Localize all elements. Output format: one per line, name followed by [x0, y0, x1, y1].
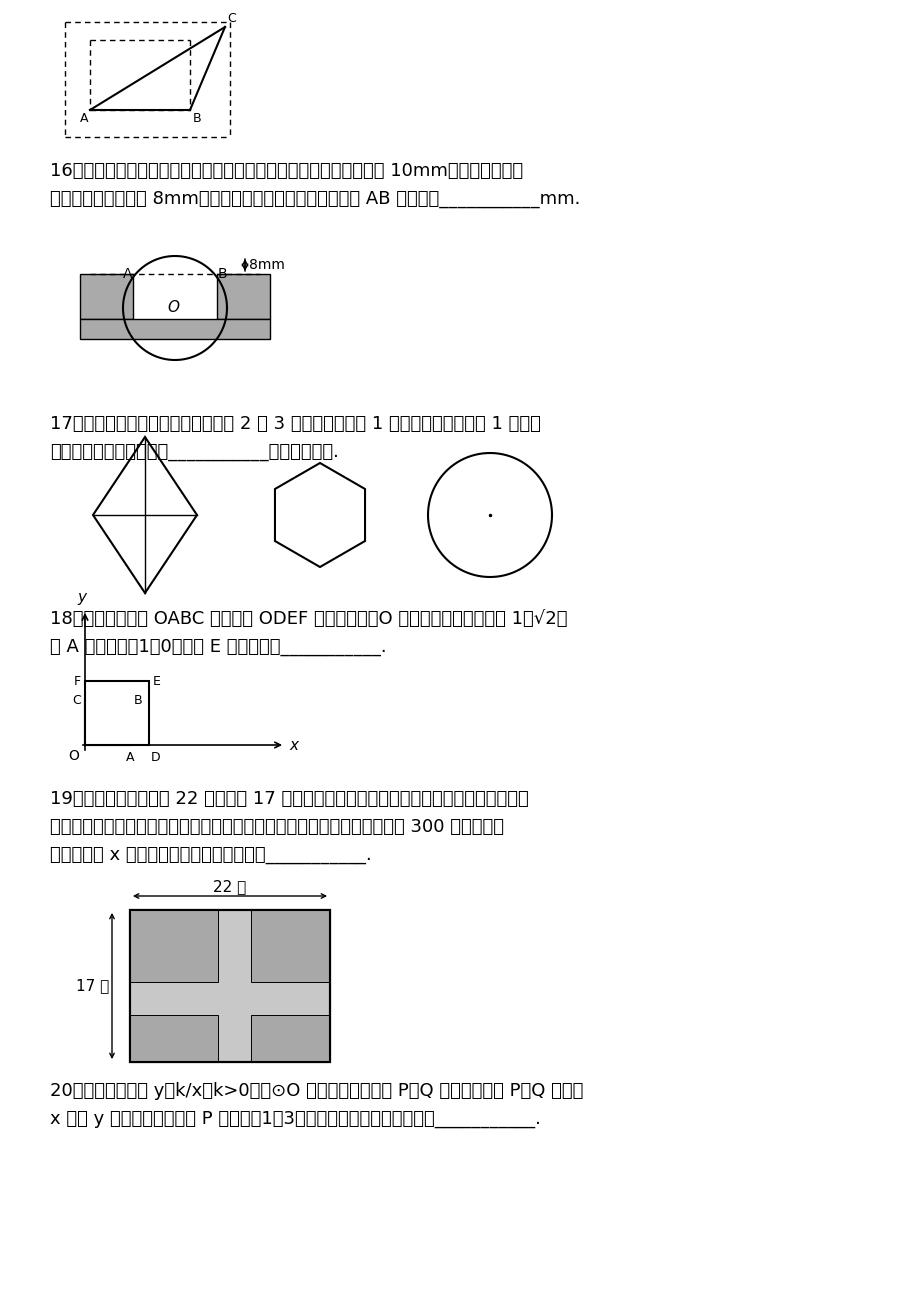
Polygon shape: [251, 1016, 330, 1062]
Text: y: y: [77, 590, 86, 605]
Text: 个图形，则一点随机落在___________内的概率较大.: 个图形，则一点随机落在___________内的概率较大.: [50, 443, 338, 461]
Polygon shape: [80, 273, 132, 319]
Polygon shape: [275, 464, 365, 566]
Polygon shape: [217, 273, 269, 319]
Text: 18．如图，正方形 OABC 与正方形 ODEF 是位似图形，O 为位似中心，相似比为 1：√2，: 18．如图，正方形 OABC 与正方形 ODEF 是位似图形，O 为位似中心，相…: [50, 611, 567, 628]
Text: x 轴和 y 轴作垂线．已知点 P 坐标为（1，3），则图中阴影部分的面积为___________.: x 轴和 y 轴作垂线．已知点 P 坐标为（1，3），则图中阴影部分的面积为__…: [50, 1111, 540, 1128]
Text: 22 米: 22 米: [213, 879, 246, 894]
Text: C: C: [73, 694, 81, 707]
Text: 16．工程上常用钢珠来测量零件上小圆孔的宽口，假设钢珠的直径是 10mm，测得钢珠顶端: 16．工程上常用钢珠来测量零件上小圆孔的宽口，假设钢珠的直径是 10mm，测得钢…: [50, 161, 523, 180]
Text: 17．如图，桌面上有对角线长分别为 2 和 3 的菱形、边长为 1 的正六边形和半径为 1 的圆三: 17．如图，桌面上有对角线长分别为 2 和 3 的菱形、边长为 1 的正六边形和…: [50, 415, 540, 434]
Text: D: D: [151, 751, 160, 764]
Text: 19．如图，在一块长为 22 米、宽为 17 米的矩形地面上，要修建同样宽的两条互相垂直的道: 19．如图，在一块长为 22 米、宽为 17 米的矩形地面上，要修建同样宽的两条…: [50, 790, 528, 809]
Text: A: A: [79, 112, 88, 125]
Text: A: A: [123, 267, 132, 281]
Text: B: B: [217, 267, 227, 281]
Text: 设道路宽为 x 米，则根据题意可列出方程为___________.: 设道路宽为 x 米，则根据题意可列出方程为___________.: [50, 846, 371, 865]
Text: 点 A 的坐标为（1，0），则 E 点的坐标为___________.: 点 A 的坐标为（1，0），则 E 点的坐标为___________.: [50, 638, 386, 656]
Polygon shape: [85, 681, 149, 745]
Polygon shape: [93, 437, 197, 592]
Text: 8mm: 8mm: [249, 258, 285, 272]
Text: B: B: [134, 694, 142, 707]
Text: C: C: [227, 12, 235, 25]
Polygon shape: [130, 910, 218, 982]
Polygon shape: [130, 910, 330, 1062]
Polygon shape: [251, 910, 330, 982]
Text: x: x: [289, 737, 298, 753]
Polygon shape: [80, 319, 269, 339]
Text: 17 米: 17 米: [75, 979, 108, 993]
Text: 路（两条道路各与矩形的一条边平行），剩余部分种上草坪，使草坪面积为 300 平方米．若: 路（两条道路各与矩形的一条边平行），剩余部分种上草坪，使草坪面积为 300 平方…: [50, 818, 504, 836]
Text: E: E: [153, 674, 160, 687]
Text: O: O: [68, 749, 79, 763]
Text: O: O: [167, 301, 179, 315]
Polygon shape: [130, 910, 330, 1062]
Text: F: F: [74, 674, 81, 687]
Polygon shape: [85, 700, 130, 745]
Text: A: A: [126, 751, 134, 764]
Text: 离零件表面的距离为 8mm，如图所示，则这个小圆孔的宽口 AB 的长度为___________mm.: 离零件表面的距离为 8mm，如图所示，则这个小圆孔的宽口 AB 的长度为____…: [50, 190, 580, 208]
Polygon shape: [130, 1016, 218, 1062]
Text: B: B: [193, 112, 201, 125]
Text: 20．如图，双曲线 y＝k/x（k>0）与⊙O 在第一象限内交于 P、Q 两点，分别过 P、Q 两点向: 20．如图，双曲线 y＝k/x（k>0）与⊙O 在第一象限内交于 P、Q 两点，…: [50, 1082, 583, 1100]
